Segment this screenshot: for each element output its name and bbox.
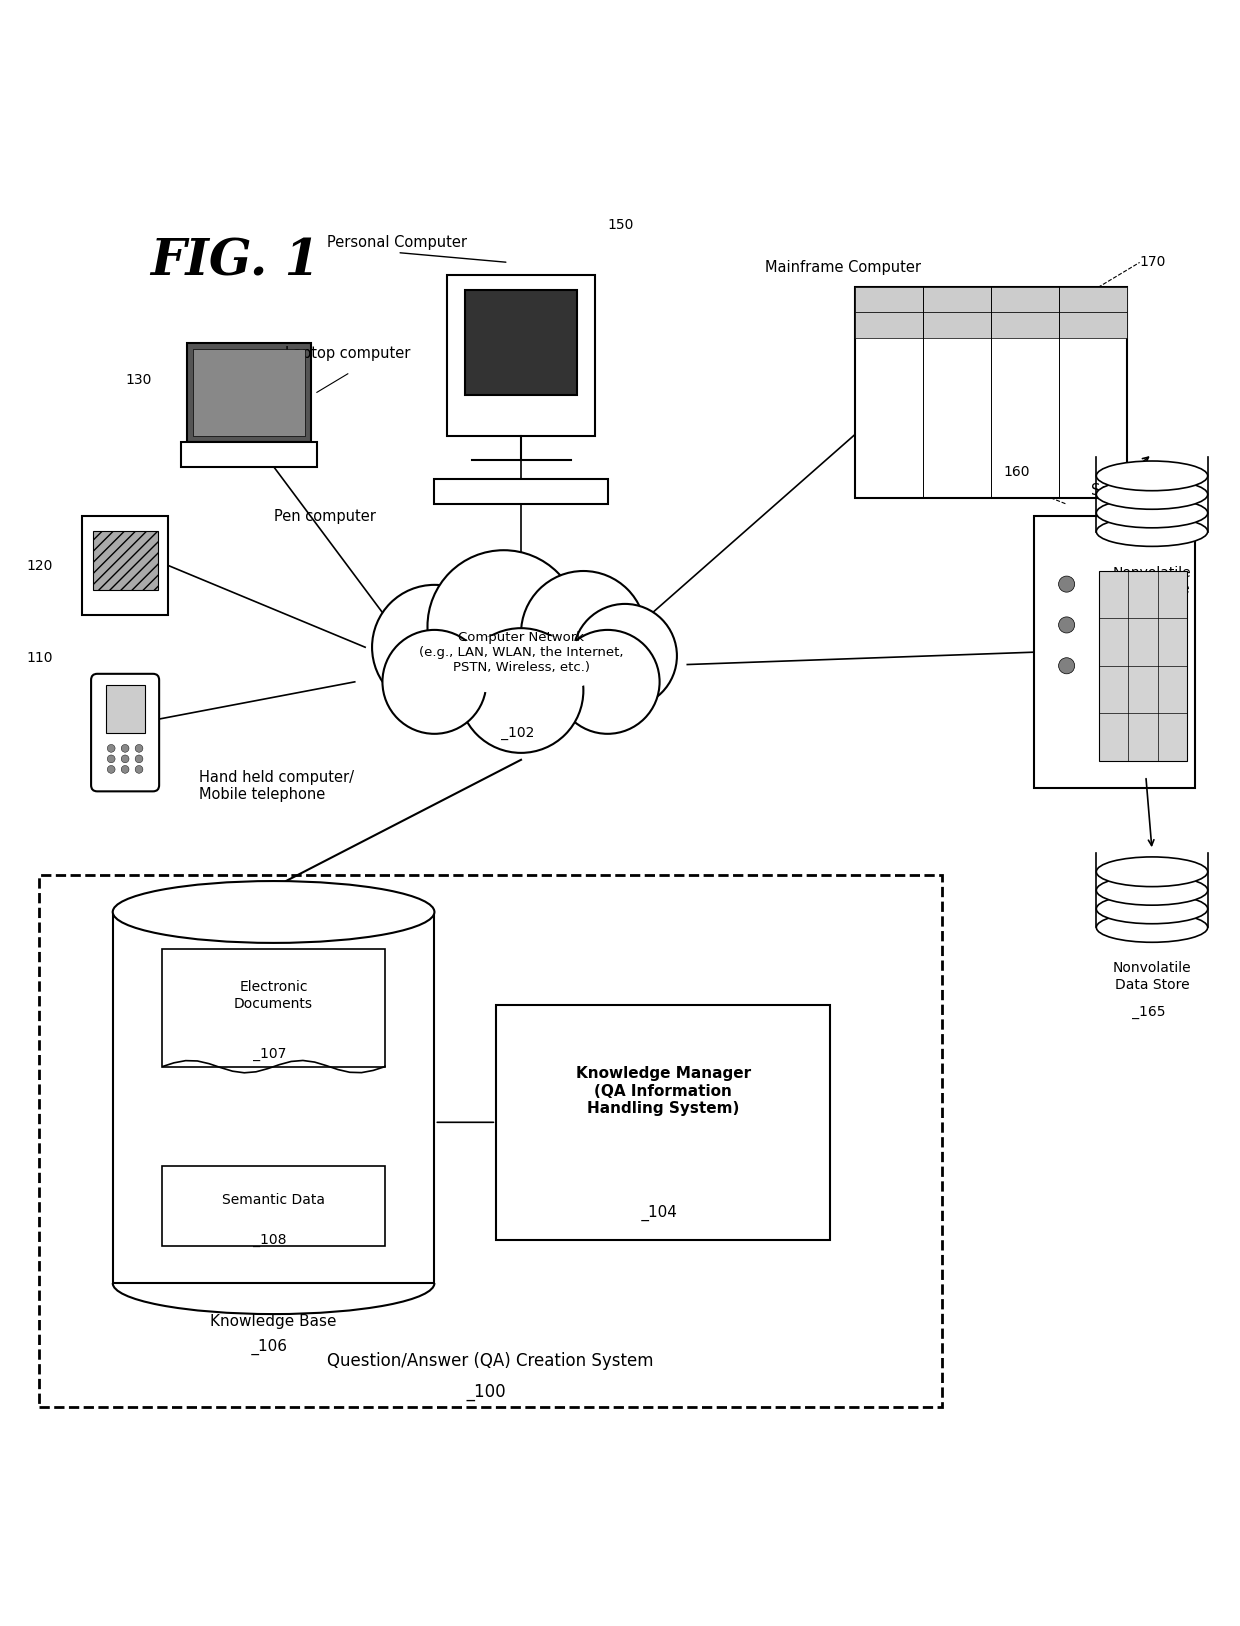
Circle shape bbox=[556, 629, 660, 733]
Circle shape bbox=[108, 745, 115, 753]
Circle shape bbox=[108, 766, 115, 774]
Text: 130: 130 bbox=[125, 372, 151, 387]
Text: Hand held computer/
Mobile telephone: Hand held computer/ Mobile telephone bbox=[200, 769, 355, 802]
Circle shape bbox=[135, 745, 143, 753]
FancyBboxPatch shape bbox=[856, 288, 1127, 498]
FancyBboxPatch shape bbox=[93, 532, 157, 590]
FancyBboxPatch shape bbox=[91, 673, 159, 792]
FancyBboxPatch shape bbox=[181, 442, 317, 467]
FancyBboxPatch shape bbox=[105, 685, 145, 733]
Circle shape bbox=[428, 550, 580, 702]
Text: Question/Answer (QA) Creation System: Question/Answer (QA) Creation System bbox=[327, 1351, 653, 1369]
Text: 160: 160 bbox=[1003, 465, 1030, 480]
FancyBboxPatch shape bbox=[496, 1005, 831, 1241]
Ellipse shape bbox=[113, 881, 434, 943]
Circle shape bbox=[122, 766, 129, 774]
Circle shape bbox=[1059, 616, 1075, 633]
Ellipse shape bbox=[434, 634, 608, 694]
Text: Nonvolatile
Data Store: Nonvolatile Data Store bbox=[1112, 566, 1192, 595]
FancyBboxPatch shape bbox=[162, 1166, 384, 1246]
Text: Knowledge Base: Knowledge Base bbox=[211, 1314, 337, 1328]
FancyBboxPatch shape bbox=[856, 288, 1127, 312]
Ellipse shape bbox=[1096, 462, 1208, 491]
Circle shape bbox=[1059, 659, 1075, 673]
Circle shape bbox=[573, 603, 677, 707]
Circle shape bbox=[108, 754, 115, 763]
Text: 120: 120 bbox=[26, 559, 52, 572]
Ellipse shape bbox=[1096, 517, 1208, 546]
FancyBboxPatch shape bbox=[187, 343, 311, 442]
Text: 170: 170 bbox=[1140, 255, 1166, 268]
Text: ̲100: ̲100 bbox=[474, 1382, 506, 1400]
Text: ̲106: ̲106 bbox=[259, 1338, 288, 1354]
Circle shape bbox=[372, 585, 497, 709]
FancyBboxPatch shape bbox=[856, 312, 1127, 338]
FancyBboxPatch shape bbox=[446, 275, 595, 436]
Text: Computer Network
(e.g., LAN, WLAN, the Internet,
PSTN, Wireless, etc.): Computer Network (e.g., LAN, WLAN, the I… bbox=[419, 631, 624, 673]
FancyBboxPatch shape bbox=[1034, 515, 1195, 789]
Text: Personal Computer: Personal Computer bbox=[327, 236, 467, 250]
Text: ̲107: ̲107 bbox=[260, 1047, 286, 1062]
FancyBboxPatch shape bbox=[465, 289, 577, 395]
FancyBboxPatch shape bbox=[193, 350, 305, 436]
Text: Server: Server bbox=[1091, 483, 1140, 498]
Circle shape bbox=[1059, 576, 1075, 592]
FancyBboxPatch shape bbox=[1099, 571, 1187, 761]
Circle shape bbox=[135, 766, 143, 774]
Circle shape bbox=[122, 754, 129, 763]
Text: FIG. 1: FIG. 1 bbox=[150, 237, 319, 286]
Ellipse shape bbox=[1096, 875, 1208, 906]
Circle shape bbox=[459, 628, 583, 753]
Circle shape bbox=[135, 754, 143, 763]
Text: 110: 110 bbox=[26, 652, 52, 665]
Text: ̲175: ̲175 bbox=[1138, 608, 1166, 623]
Ellipse shape bbox=[1096, 894, 1208, 924]
Text: ̲104: ̲104 bbox=[649, 1205, 678, 1221]
Text: Mainframe Computer: Mainframe Computer bbox=[765, 260, 920, 275]
Text: ̲102: ̲102 bbox=[508, 725, 534, 740]
Text: Laptop computer: Laptop computer bbox=[285, 346, 410, 361]
Circle shape bbox=[521, 571, 646, 696]
Ellipse shape bbox=[1096, 857, 1208, 886]
Text: ̲108: ̲108 bbox=[260, 1233, 286, 1247]
FancyBboxPatch shape bbox=[162, 950, 384, 1067]
FancyBboxPatch shape bbox=[82, 515, 169, 615]
Text: Knowledge Manager
(QA Information
Handling System): Knowledge Manager (QA Information Handli… bbox=[575, 1067, 751, 1117]
Text: ̲165: ̲165 bbox=[1138, 1005, 1166, 1020]
Circle shape bbox=[122, 745, 129, 753]
Text: Pen computer: Pen computer bbox=[274, 509, 376, 524]
Ellipse shape bbox=[1096, 912, 1208, 943]
FancyBboxPatch shape bbox=[434, 480, 608, 504]
Polygon shape bbox=[113, 912, 434, 1283]
Ellipse shape bbox=[1096, 498, 1208, 528]
Text: 150: 150 bbox=[608, 218, 634, 231]
Text: Nonvolatile
Data Store: Nonvolatile Data Store bbox=[1112, 961, 1192, 992]
Ellipse shape bbox=[1096, 480, 1208, 509]
Text: Electronic
Documents: Electronic Documents bbox=[234, 980, 312, 1011]
Text: Semantic Data: Semantic Data bbox=[222, 1192, 325, 1206]
Circle shape bbox=[382, 629, 486, 733]
